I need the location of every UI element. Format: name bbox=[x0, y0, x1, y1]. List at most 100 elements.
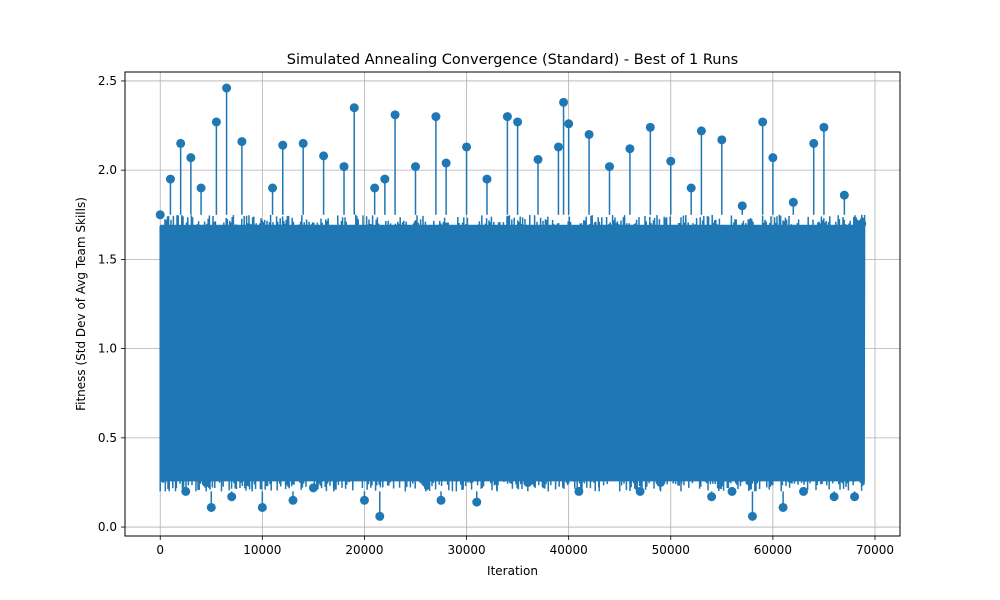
data-point bbox=[727, 486, 737, 496]
data-point bbox=[574, 486, 584, 496]
data-point bbox=[206, 502, 216, 512]
data-point bbox=[380, 174, 390, 184]
data-point bbox=[390, 110, 400, 120]
data-point bbox=[513, 117, 523, 127]
data-point bbox=[645, 122, 655, 132]
y-tick-label: 2.5 bbox=[98, 74, 117, 88]
data-point bbox=[829, 492, 839, 502]
data-point bbox=[472, 497, 482, 507]
data-point bbox=[656, 477, 666, 487]
data-point bbox=[298, 138, 308, 148]
data-point bbox=[559, 97, 569, 107]
data-point bbox=[186, 153, 196, 163]
data-point bbox=[155, 210, 165, 220]
data-point bbox=[165, 174, 175, 184]
x-axis: 0 10000 20000 30000 40000 50000 60000 70000 bbox=[156, 536, 894, 557]
x-axis-title: Iteration bbox=[487, 564, 538, 578]
data-point bbox=[502, 112, 512, 122]
data-point bbox=[176, 138, 186, 148]
x-tick-label: 70000 bbox=[856, 543, 894, 557]
data-point bbox=[201, 477, 211, 487]
data-point bbox=[625, 144, 635, 154]
data-point bbox=[222, 83, 232, 93]
chart-title: Simulated Annealing Convergence (Standar… bbox=[287, 52, 738, 68]
data-point bbox=[482, 174, 492, 184]
data-point bbox=[181, 486, 191, 496]
data-point bbox=[839, 190, 849, 200]
data-point bbox=[191, 442, 201, 452]
data-point bbox=[410, 162, 420, 172]
data-point bbox=[462, 142, 472, 152]
y-tick-label: 0.0 bbox=[98, 520, 117, 534]
series-dense-fill bbox=[160, 224, 865, 482]
y-axis-title: Fitness (Std Dev of Avg Team Skills) bbox=[74, 197, 88, 411]
data-point bbox=[676, 469, 686, 479]
data-point bbox=[441, 158, 451, 168]
y-tick-label: 2.0 bbox=[98, 163, 117, 177]
data-point bbox=[171, 469, 181, 479]
data-point bbox=[359, 495, 369, 505]
data-point bbox=[778, 502, 788, 512]
data-point bbox=[211, 117, 221, 127]
data-point bbox=[451, 469, 461, 479]
x-tick-label: 40000 bbox=[550, 543, 588, 557]
data-point bbox=[696, 126, 706, 136]
data-point bbox=[553, 142, 563, 152]
x-tick-label: 20000 bbox=[345, 543, 383, 557]
data-point bbox=[339, 162, 349, 172]
y-tick-label: 1.0 bbox=[98, 342, 117, 356]
data-point bbox=[799, 486, 809, 496]
data-point bbox=[737, 201, 747, 211]
data-point bbox=[686, 183, 696, 193]
data-point bbox=[421, 477, 431, 487]
data-point bbox=[329, 451, 339, 461]
x-tick-label: 50000 bbox=[652, 543, 690, 557]
data-point bbox=[349, 103, 359, 113]
y-tick-label: 0.5 bbox=[98, 431, 117, 445]
data-point bbox=[227, 492, 237, 502]
data-point bbox=[584, 129, 594, 139]
data-point bbox=[268, 183, 278, 193]
data-point bbox=[436, 495, 446, 505]
series-layer bbox=[155, 83, 867, 521]
data-point bbox=[707, 492, 717, 502]
data-point bbox=[196, 183, 206, 193]
data-point bbox=[400, 469, 410, 479]
data-point bbox=[809, 138, 819, 148]
x-tick-label: 0 bbox=[156, 543, 164, 557]
data-point bbox=[492, 469, 502, 479]
data-point bbox=[375, 511, 385, 521]
data-point bbox=[216, 460, 226, 470]
data-point bbox=[237, 137, 247, 147]
data-point bbox=[594, 472, 604, 482]
data-point bbox=[278, 140, 288, 150]
data-point bbox=[543, 469, 553, 479]
data-point bbox=[666, 156, 676, 166]
data-point bbox=[850, 492, 860, 502]
data-point bbox=[615, 469, 625, 479]
plot-frame bbox=[124, 71, 901, 537]
data-point bbox=[564, 119, 574, 129]
data-point bbox=[523, 477, 533, 487]
x-tick-label: 10000 bbox=[243, 543, 281, 557]
data-point bbox=[308, 483, 318, 493]
data-point bbox=[605, 162, 615, 172]
plot-area bbox=[155, 83, 867, 521]
data-point bbox=[717, 135, 727, 145]
data-point bbox=[247, 469, 257, 479]
data-point bbox=[533, 154, 543, 164]
data-point bbox=[758, 117, 768, 127]
x-tick-label: 60000 bbox=[754, 543, 792, 557]
data-point bbox=[857, 219, 867, 229]
data-point bbox=[819, 122, 829, 132]
data-point bbox=[160, 379, 170, 389]
y-axis: 0.0 0.5 1.0 1.5 2.0 2.5 bbox=[98, 74, 125, 534]
data-point bbox=[788, 197, 798, 207]
data-point bbox=[635, 486, 645, 496]
data-point bbox=[370, 183, 380, 193]
y-tick-label: 1.5 bbox=[98, 252, 117, 266]
data-point bbox=[747, 511, 757, 521]
data-point bbox=[257, 502, 267, 512]
data-point bbox=[288, 495, 298, 505]
